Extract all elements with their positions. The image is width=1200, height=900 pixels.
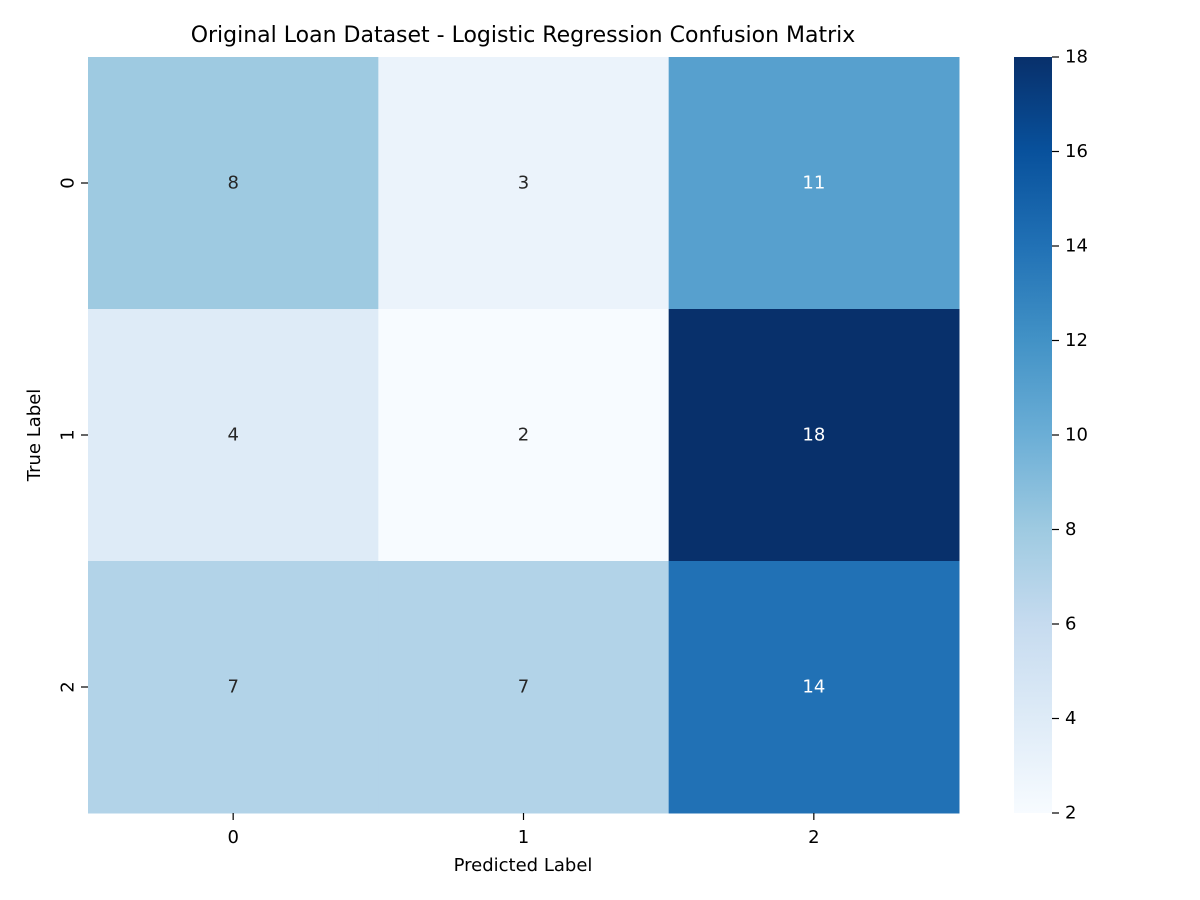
cell-value-r2-c2: 14 (802, 677, 825, 698)
y-tick-label-0: 0 (58, 177, 79, 188)
heatmap-cell-r2-c0 (88, 561, 379, 814)
y-tick-label-1: 1 (58, 429, 79, 440)
heatmap-cell-r0-c2 (668, 57, 960, 310)
colorbar-ticks: 2 4 6 8 10 12 14 16 18 (1052, 47, 1088, 824)
y-axis-label: True Label (24, 389, 45, 483)
cell-value-r2-c0: 7 (227, 677, 238, 698)
colorbar (1014, 57, 1052, 813)
x-axis-ticks: 0 1 2 (227, 813, 820, 848)
colorbar-tick-label-3: 8 (1065, 519, 1076, 540)
cell-value-r0-c0: 8 (227, 173, 238, 194)
heatmap-annotations: 8 3 11 4 2 18 7 7 14 (227, 173, 825, 698)
cell-value-r1-c0: 4 (227, 425, 238, 446)
cell-value-r0-c2: 11 (802, 173, 825, 194)
cell-value-r2-c1: 7 (518, 677, 529, 698)
heatmap-cell-r0-c0 (88, 57, 379, 310)
heatmap-cells (88, 57, 960, 814)
colorbar-tick-label-0: 2 (1065, 803, 1076, 824)
x-tick-label-2: 2 (808, 827, 819, 848)
heatmap-cell-r2-c2 (668, 561, 960, 814)
heatmap-cell-r1-c0 (88, 309, 379, 562)
colorbar-tick-label-5: 12 (1065, 330, 1088, 351)
heatmap-cell-r2-c1 (378, 561, 670, 814)
x-axis-label: Predicted Label (454, 855, 593, 876)
cell-value-r0-c1: 3 (518, 173, 529, 194)
y-tick-label-2: 2 (58, 681, 79, 692)
y-axis-ticks: 0 1 2 (58, 177, 88, 693)
colorbar-tick-label-8: 18 (1065, 47, 1088, 68)
colorbar-tick-label-4: 10 (1065, 425, 1088, 446)
colorbar-tick-label-6: 14 (1065, 236, 1088, 257)
cell-value-r1-c1: 2 (518, 425, 529, 446)
x-tick-label-1: 1 (518, 827, 529, 848)
heatmap-cell-r1-c2 (668, 309, 960, 562)
heatmap-cell-r0-c1 (378, 57, 670, 310)
chart-title: Original Loan Dataset - Logistic Regress… (191, 23, 856, 48)
colorbar-tick-label-2: 6 (1065, 614, 1076, 635)
cell-value-r1-c2: 18 (802, 425, 825, 446)
colorbar-tick-label-7: 16 (1065, 141, 1088, 162)
colorbar-tick-label-1: 4 (1065, 708, 1076, 729)
x-tick-label-0: 0 (227, 827, 238, 848)
heatmap-cell-r1-c1 (378, 309, 670, 562)
